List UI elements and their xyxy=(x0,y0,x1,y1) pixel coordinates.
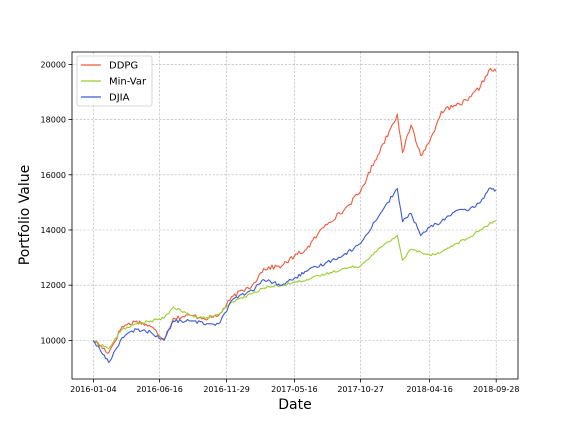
series-lines xyxy=(92,67,497,363)
x-tick-label: 2016-11-29 xyxy=(203,385,250,394)
series-line-djia xyxy=(92,187,497,363)
x-axis-title: Date xyxy=(278,397,311,413)
legend-label: DJIA xyxy=(109,93,130,104)
series-line-ddpg xyxy=(92,67,497,354)
x-tick-label: 2017-10-27 xyxy=(337,385,384,394)
x-tick-label: 2018-04-16 xyxy=(406,385,453,394)
legend-box xyxy=(76,55,153,107)
y-tick-label: 20000 xyxy=(41,60,66,69)
legend: DDPG Min-Var DJIA xyxy=(76,55,153,107)
x-tick-label: 2017-05-16 xyxy=(271,385,318,394)
plot-frame xyxy=(71,51,519,380)
y-tick-label: 16000 xyxy=(41,171,66,180)
legend-label: Min-Var xyxy=(109,77,147,88)
y-tick-label: 18000 xyxy=(41,116,66,125)
legend-label: DDPG xyxy=(109,61,138,72)
y-axis-title: Portfolio Value xyxy=(17,165,33,266)
y-tick-label: 10000 xyxy=(41,336,66,345)
axis-ticks: 2016-01-04 2016-06-16 2016-11-29 2017-05-16… xyxy=(41,60,520,394)
y-tick-label: 14000 xyxy=(41,226,66,235)
x-tick-label: 2018-09-28 xyxy=(473,385,520,394)
series-line-min-var xyxy=(93,219,497,350)
x-tick-label: 2016-06-16 xyxy=(136,385,183,394)
y-tick-label: 12000 xyxy=(41,281,66,290)
x-tick-label: 2016-01-04 xyxy=(70,385,117,394)
